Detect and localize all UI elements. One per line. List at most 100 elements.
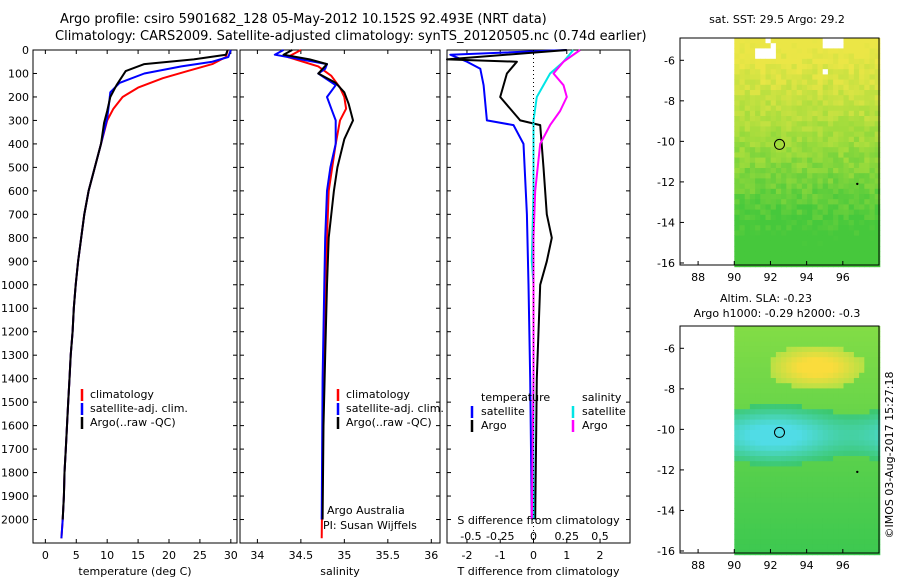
sst_map-ytick-label: -8 bbox=[664, 95, 675, 108]
sla-map-title-line1: Altim. SLA: -0.23 bbox=[720, 292, 812, 305]
temperature-xtick-label: 25 bbox=[193, 549, 207, 562]
salinity-legend-label: satellite-adj. clim. bbox=[346, 402, 444, 415]
sst_map-ytick-label: -16 bbox=[657, 257, 675, 270]
temperature-xlabel: temperature (deg C) bbox=[78, 565, 191, 578]
difference-plot-frame bbox=[446, 49, 631, 544]
depth-tick-label: 500 bbox=[8, 161, 29, 174]
temperature-legend-label: climatology bbox=[90, 388, 154, 401]
salinity-legend-label: climatology bbox=[346, 388, 410, 401]
difference-series-t-argo bbox=[446, 49, 567, 520]
sla_map-xtick-label: 90 bbox=[727, 559, 741, 572]
depth-tick-label: 300 bbox=[8, 114, 29, 127]
depth-tick-label: 900 bbox=[8, 255, 29, 268]
difference-xtick-label: 0 bbox=[530, 549, 537, 562]
sla_map-xtick-label: 94 bbox=[800, 559, 814, 572]
salinity-xtick-label: 34 bbox=[250, 549, 264, 562]
sst_map-xtick-label: 88 bbox=[691, 271, 705, 284]
salinity-xtick-label: 35.5 bbox=[376, 549, 401, 562]
depth-tick-label: 1600 bbox=[1, 420, 29, 433]
sla_map-ytick-label: -8 bbox=[664, 383, 675, 396]
salinity-xlabel: salinity bbox=[320, 565, 360, 578]
temperature-legend-label: satellite-adj. clim. bbox=[90, 402, 188, 415]
temperature-xtick-label: 15 bbox=[131, 549, 145, 562]
depth-tick-label: 400 bbox=[8, 138, 29, 151]
difference-legend-header-salinity: salinity bbox=[582, 391, 622, 404]
sla-map-title-line2: Argo h1000: -0.29 h2000: -0.3 bbox=[694, 307, 861, 320]
depth-tick-label: 100 bbox=[8, 67, 29, 80]
depth-tick-label: 1800 bbox=[1, 467, 29, 480]
salinity-series-argo-raw-qc- bbox=[282, 49, 354, 520]
sst_map-xtick-label: 90 bbox=[727, 271, 741, 284]
salinity-xtick-label: 34.5 bbox=[289, 549, 314, 562]
temperature-xtick-label: 10 bbox=[100, 549, 114, 562]
depth-tick-label: 1200 bbox=[1, 326, 29, 339]
difference-s-xtick-label: 0.5 bbox=[591, 530, 609, 543]
difference-xlabel: T difference from climatology bbox=[457, 565, 620, 578]
sst_map-xtick-label: 94 bbox=[800, 271, 814, 284]
difference-xtick-label: 1 bbox=[563, 549, 570, 562]
temperature-xtick-label: 30 bbox=[224, 549, 238, 562]
difference-legend-label: Argo bbox=[481, 419, 507, 432]
depth-tick-label: 800 bbox=[8, 232, 29, 245]
temperature-series-satellite-adj-clim- bbox=[60, 49, 232, 539]
depth-tick-label: 1000 bbox=[1, 279, 29, 292]
sst_map-ytick-label: -12 bbox=[657, 176, 675, 189]
sla_map-field bbox=[734, 326, 881, 556]
salinity-legend-label: Argo(..raw -QC) bbox=[346, 416, 432, 429]
difference-legend-label: Argo bbox=[582, 419, 608, 432]
figure-title-line1: Argo profile: csiro 5901682_128 05-May-2… bbox=[60, 12, 547, 27]
difference-legend-label: satellite bbox=[582, 405, 626, 418]
sst-map-title: sat. SST: 29.5 Argo: 29.2 bbox=[709, 13, 845, 26]
salinity-xtick-label: 35 bbox=[337, 549, 351, 562]
depth-tick-label: 200 bbox=[8, 91, 29, 104]
depth-tick-label: 600 bbox=[8, 185, 29, 198]
sst_map-xtick-label: 92 bbox=[763, 271, 777, 284]
sst_map-float-dot bbox=[856, 182, 859, 186]
depth-tick-label: 1700 bbox=[1, 443, 29, 456]
difference-series-s-argo bbox=[530, 49, 581, 520]
difference-legend-header-temperature: temperature bbox=[481, 391, 550, 404]
sst_map-argo-marker bbox=[774, 138, 785, 150]
difference-s-xtick-label: 0 bbox=[530, 530, 537, 543]
salinity-xtick-label: 36 bbox=[424, 549, 438, 562]
sla_map-ytick-label: -6 bbox=[664, 342, 675, 355]
temperature-xtick-label: 5 bbox=[73, 549, 80, 562]
sst_map-xtick-label: 96 bbox=[836, 271, 850, 284]
sla_map-float-dot bbox=[856, 470, 859, 474]
figure-title-line2: Climatology: CARS2009. Satellite-adjuste… bbox=[55, 29, 647, 44]
sst_map-frame bbox=[679, 37, 880, 266]
difference-series-t-satellite bbox=[449, 49, 567, 520]
sst_map-ytick-label: -6 bbox=[664, 54, 675, 67]
temperature-xtick-label: 20 bbox=[162, 549, 176, 562]
pi-label: PI: Susan Wijffels bbox=[323, 519, 417, 532]
imos-credit: ©IMOS 03-Aug-2017 15:27:18 bbox=[883, 372, 896, 539]
depth-tick-label: 2000 bbox=[1, 514, 29, 527]
depth-tick-label: 1300 bbox=[1, 349, 29, 362]
sla_map-frame bbox=[679, 325, 880, 554]
temperature-legend-label: Argo(..raw -QC) bbox=[90, 416, 176, 429]
depth-tick-label: 1500 bbox=[1, 396, 29, 409]
argo-australia-label: Argo Australia bbox=[327, 504, 405, 517]
temperature-xtick-label: 0 bbox=[42, 549, 49, 562]
difference-s-xtick-label: 0.25 bbox=[555, 530, 580, 543]
sst_map-ytick-label: -10 bbox=[657, 135, 675, 148]
difference-s-xtick-label: -0.25 bbox=[486, 530, 514, 543]
sla_map-argo-marker bbox=[774, 426, 785, 438]
difference-x2label: S difference from climatology bbox=[457, 514, 620, 527]
depth-tick-label: 700 bbox=[8, 208, 29, 221]
sla_map-ytick-label: -14 bbox=[657, 504, 675, 517]
sla_map-xtick-label: 96 bbox=[836, 559, 850, 572]
salinity-series-climatology bbox=[286, 49, 348, 539]
salinity-plot-frame bbox=[239, 49, 441, 544]
difference-xtick-label: -1 bbox=[495, 549, 506, 562]
sst_map-field bbox=[734, 38, 881, 268]
depth-tick-label: 1400 bbox=[1, 373, 29, 386]
difference-xtick-label: 2 bbox=[597, 549, 604, 562]
difference-legend-label: satellite bbox=[481, 405, 525, 418]
temperature-series-argo-raw-qc- bbox=[61, 49, 229, 520]
sla_map-ytick-label: -16 bbox=[657, 545, 675, 558]
sla_map-ytick-label: -12 bbox=[657, 464, 675, 477]
temperature-plot-frame bbox=[32, 49, 238, 544]
temperature-series-climatology bbox=[60, 49, 229, 539]
